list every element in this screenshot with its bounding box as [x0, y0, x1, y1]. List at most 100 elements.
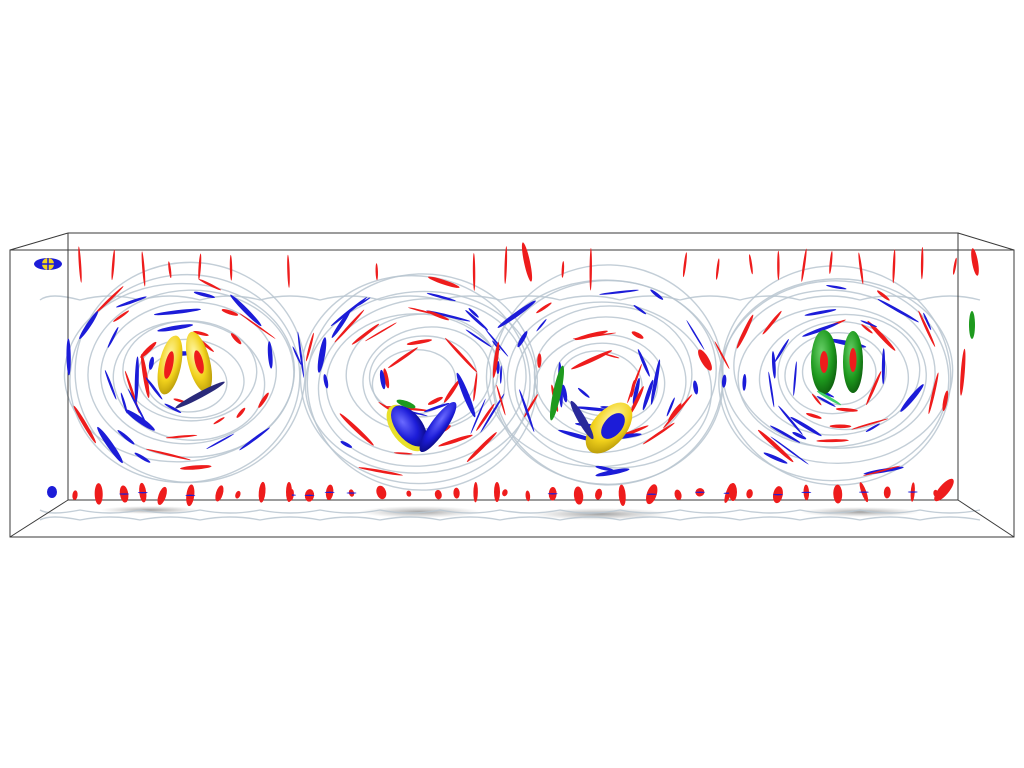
tensor-glyph	[286, 482, 292, 502]
tensor-glyph	[153, 308, 201, 316]
tensor-glyph	[145, 448, 191, 461]
tensor-glyph	[180, 465, 212, 470]
tensor-glyph	[331, 310, 351, 338]
tensor-glyph	[934, 478, 954, 502]
tensor-glyph	[317, 337, 327, 373]
tensor-glyph	[778, 405, 803, 435]
tensor-glyph	[72, 490, 78, 501]
tensor-glyph	[866, 371, 882, 406]
tensor-glyph	[113, 310, 130, 322]
tensor-glyph	[473, 372, 478, 402]
tensor-glyph	[769, 425, 801, 443]
tensor-glyph	[258, 481, 266, 503]
tensor-glyph	[519, 389, 535, 433]
tensor-glyph	[173, 398, 186, 403]
streamline	[39, 295, 981, 301]
tensor-glyph	[193, 330, 209, 336]
tensor-glyph	[650, 359, 661, 405]
tensor-glyph	[198, 253, 202, 280]
vortex-core-2	[386, 399, 457, 452]
tensor-glyph	[339, 413, 374, 446]
tensor-glyph	[465, 309, 489, 331]
tensor-glyph	[960, 348, 966, 396]
streamline	[718, 280, 950, 482]
tensor-glyph	[445, 337, 478, 373]
tensor-glyph	[632, 377, 640, 405]
tensor-glyph	[365, 322, 397, 342]
tensor-glyph	[602, 353, 620, 359]
tensor-glyph	[235, 490, 241, 499]
tensor-glyph	[865, 423, 880, 432]
tensor-glyph	[858, 252, 864, 285]
tensor-glyph	[394, 452, 413, 455]
streamline	[737, 306, 927, 448]
tensor-glyph	[94, 286, 124, 315]
tensor-glyph	[164, 403, 182, 413]
tensor-glyph	[858, 491, 869, 493]
tensor-glyph	[426, 310, 471, 322]
tensor-glyph	[73, 405, 97, 444]
streamline	[112, 320, 266, 441]
tensor-glyph	[646, 493, 657, 495]
tensor-glyph	[757, 429, 794, 463]
tensor-glyph	[119, 493, 130, 495]
tensor-glyph	[504, 246, 508, 285]
tensor-glyph	[942, 390, 949, 412]
tensor-glyph	[867, 320, 896, 351]
tensor-glyph	[595, 468, 630, 477]
tensor-glyph	[969, 311, 975, 339]
tensor-glyph	[485, 329, 509, 357]
tensor-glyph	[877, 290, 890, 301]
streamline	[733, 289, 936, 449]
tensor-glyph	[833, 484, 843, 504]
tensor-glyph	[589, 247, 592, 291]
tensor-glyph	[923, 312, 932, 331]
tensor-glyph	[239, 427, 270, 451]
tensor-glyph	[379, 369, 386, 390]
tensor-glyph	[693, 380, 699, 395]
tensor-glyph	[811, 393, 822, 406]
streamline	[100, 301, 278, 445]
tensor-glyph	[267, 341, 273, 369]
tensor-glyph	[631, 331, 644, 339]
tensor-glyph	[230, 333, 242, 345]
tensor-glyph	[206, 433, 235, 450]
tensor-glyph	[78, 246, 82, 283]
tensor-glyph	[802, 322, 839, 337]
tensor-glyph	[499, 365, 502, 384]
tensor-glyph	[157, 486, 167, 505]
vortex-core-4	[811, 330, 863, 406]
tensor-glyph	[193, 291, 215, 298]
tensor-glyph	[497, 300, 536, 328]
tensor-glyph	[599, 289, 639, 295]
tensor-glyph	[633, 304, 647, 315]
tensor-glyph	[94, 483, 103, 505]
streamlines	[39, 261, 981, 521]
tensor-glyph	[127, 388, 148, 427]
tensor-glyph	[236, 407, 246, 418]
tensor-glyph	[746, 489, 753, 499]
tensor-glyph	[806, 413, 822, 419]
tensor-glyph	[292, 346, 302, 366]
tensor-glyph	[134, 452, 151, 463]
tensor-glyph	[801, 248, 807, 282]
tensor-glyph	[536, 302, 552, 314]
tensor-glyph	[107, 326, 119, 348]
tensor-glyph	[571, 350, 613, 370]
tensor-glyph	[157, 324, 194, 332]
streamline	[317, 298, 527, 467]
tensor-glyph	[324, 491, 335, 494]
tensor-glyph	[642, 379, 654, 411]
tensor-glyph	[883, 486, 891, 499]
tensor-glyph	[629, 386, 644, 415]
tensor-glyph	[258, 392, 269, 408]
tensor-glyph	[650, 289, 664, 300]
tensor-glyph	[468, 308, 479, 318]
tensor-glyph	[547, 493, 558, 495]
tensor-glyph	[198, 278, 221, 291]
streamline	[63, 282, 296, 463]
tensor-glyph	[561, 261, 565, 278]
tensor-glyph	[472, 252, 476, 291]
tensor-glyph	[749, 254, 753, 275]
tensor-glyph	[387, 347, 418, 369]
